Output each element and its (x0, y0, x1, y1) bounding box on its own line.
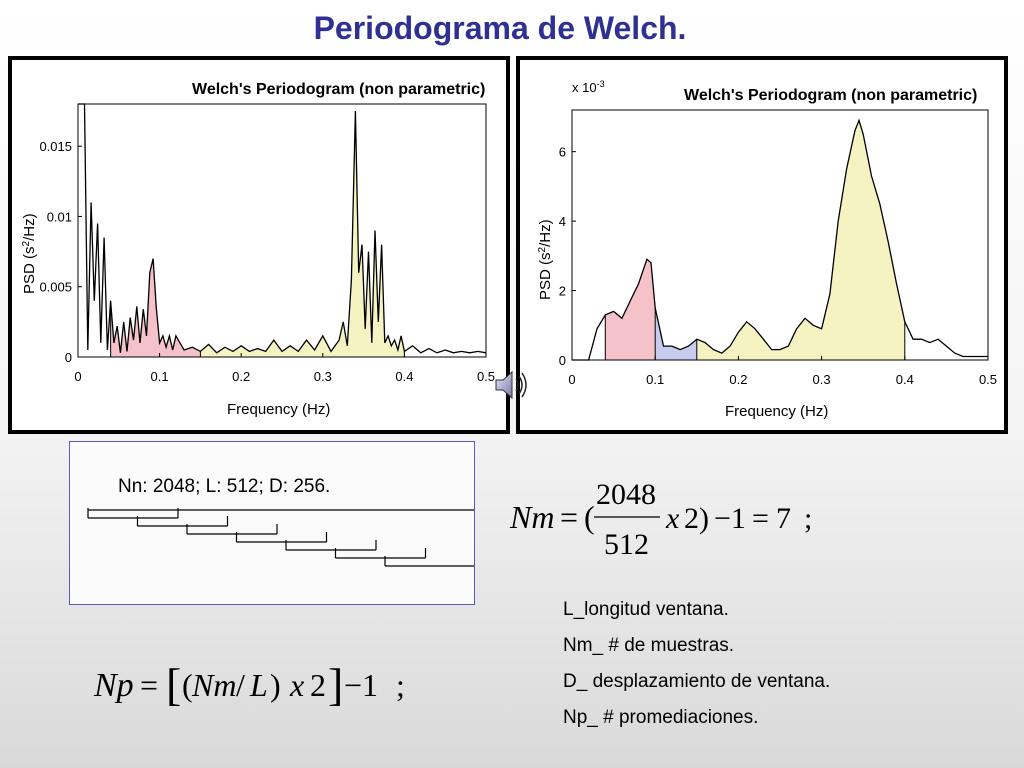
window-segment (235, 532, 328, 543)
legend-line-l: L_longitud ventana. (563, 599, 729, 620)
band-vlf (572, 314, 606, 360)
x-tick-label: 0.4 (896, 372, 914, 387)
y-axis-label: PSD (s2/Hz) (537, 219, 555, 300)
nm-denominator: 512 (604, 528, 649, 561)
window-segment (136, 516, 229, 527)
window-segment (384, 556, 474, 567)
nm-numerator: 2048 (596, 478, 656, 511)
x-tick-label: 0.1 (646, 372, 664, 387)
nm-times: x (665, 502, 680, 535)
x-tick-label: 0 (74, 369, 81, 384)
left-chart-canvas: Welch's Periodogram (non parametric) 0 0.… (12, 60, 506, 430)
np-right-bracket: ] (328, 659, 343, 710)
band-lf (110, 258, 201, 357)
x-tick-label: 0.4 (395, 369, 413, 384)
nm-formula: Nm = ( 2048 512 x 2) −1 = 7 ; (509, 478, 812, 561)
np-semicolon: ; (396, 667, 405, 703)
right-chart-panel: Welch's Periodogram (non parametric) x 1… (516, 56, 1008, 434)
nm-two: 2) (684, 502, 709, 535)
x-tick-label: 0.3 (314, 369, 332, 384)
x-tick-label: 0.5 (979, 372, 997, 387)
y-tick-label: 2 (559, 284, 566, 299)
nm-minus-one: −1 (714, 502, 746, 535)
left-chart-panel: Welch's Periodogram (non parametric) 0 0.… (8, 56, 510, 434)
np-two: 2 (310, 667, 326, 703)
legend-line-np: Np_ # promediaciones. (563, 707, 759, 728)
x-tick-label: 0 (568, 372, 575, 387)
band-hf (696, 120, 905, 360)
np-slash: / (236, 667, 245, 703)
np-left-bracket: [ (166, 659, 181, 710)
plot-frame (77, 103, 487, 358)
y-tick-label: 6 (559, 145, 566, 160)
nm-eq: = (560, 499, 578, 535)
np-l: L (249, 667, 268, 703)
y-scale-factor: x 10-3 (572, 79, 605, 95)
y-axis-label: PSD (s2/Hz) (21, 213, 39, 294)
slide-title: Periodograma de Welch. (313, 10, 687, 46)
np-formula: Np = [ ( Nm / L ) x 2 ] −1 ; (93, 659, 405, 710)
legend-line-d: D_ desplazamiento de ventana. (563, 671, 831, 692)
np-eq: = (140, 667, 158, 703)
x-tick-label: 0.2 (729, 372, 747, 387)
psd-line (78, 103, 487, 354)
band-lf (605, 259, 656, 360)
x-tick-label: 0.1 (151, 369, 169, 384)
nm-eq2: = (752, 502, 769, 535)
right-chart-canvas: Welch's Periodogram (non parametric) x 1… (520, 60, 1004, 430)
y-tick-label: 0.005 (39, 280, 72, 295)
left-periodogram-chart: Welch's Periodogram (non parametric) 0 0.… (21, 81, 496, 418)
window-segment (186, 524, 278, 535)
band-hf (200, 111, 405, 358)
np-minus-one: −1 (344, 667, 378, 703)
x-axis-label: Frequency (Hz) (227, 401, 330, 418)
np-times: x (289, 667, 304, 703)
nm-semicolon: ; (804, 502, 812, 535)
plot-frame (571, 109, 989, 361)
np-nm: Nm (191, 667, 236, 703)
x-tick-label: 0.3 (813, 372, 831, 387)
psd-line (572, 118, 988, 361)
windowing-caption: Nn: 2048; L: 512; D: 256. (118, 476, 331, 497)
x-tick-label: 0.2 (232, 369, 250, 384)
nm-result: 7 (776, 502, 791, 535)
x-axis-label: Frequency (Hz) (725, 403, 828, 420)
y-tick-label: 0 (65, 350, 72, 365)
speaker-icon[interactable] (492, 368, 532, 402)
band-vlf (78, 104, 111, 357)
y-tick-label: 0 (559, 353, 566, 368)
np-open-paren: ( (182, 667, 193, 703)
np-close-paren: ) (270, 667, 281, 703)
y-tick-label: 0.015 (39, 139, 72, 154)
window-segment (285, 540, 377, 551)
y-tick-label: 0.01 (47, 209, 72, 224)
x-tick-label: 0.5 (477, 369, 495, 384)
y-tick-label: 4 (559, 214, 566, 229)
windowing-diagram: Nn: 2048; L: 512; D: 256. (69, 441, 475, 605)
window-segment (334, 548, 427, 559)
variable-legend: L_longitud ventana. Nm_ # de muestras. D… (563, 592, 830, 736)
chart-title: Welch's Periodogram (non parametric) (684, 87, 977, 104)
legend-line-nm: Nm_ # de muestras. (563, 635, 735, 656)
np-lhs: Np (93, 667, 134, 704)
chart-title: Welch's Periodogram (non parametric) (192, 81, 485, 98)
nm-open: ( (584, 499, 595, 535)
window-segments (87, 508, 474, 567)
nm-lhs: Nm (509, 499, 554, 535)
right-periodogram-chart: Welch's Periodogram (non parametric) x 1… (537, 79, 998, 420)
window-segment (87, 508, 179, 519)
